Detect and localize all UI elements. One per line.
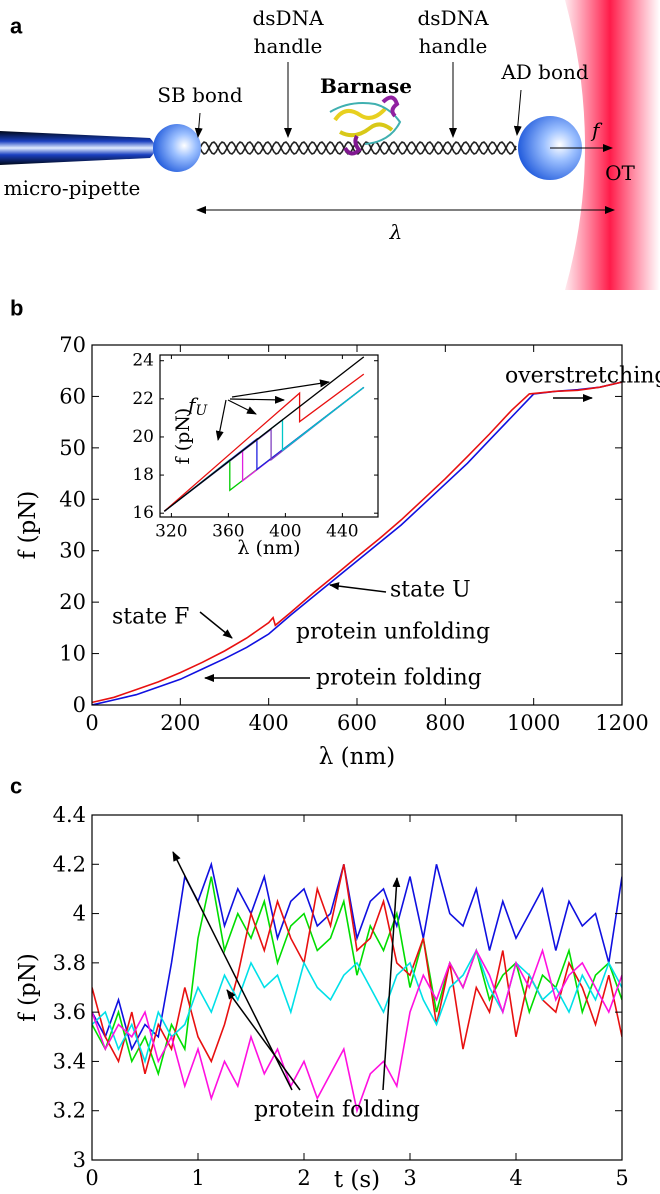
y-tick-label: 3.8 <box>53 951 86 975</box>
annotation: state F <box>112 605 189 630</box>
label: AD bond <box>500 60 589 84</box>
data-line <box>92 876 622 1077</box>
frame <box>91 814 623 1161</box>
y-axis-label: f (pN) <box>172 408 194 465</box>
annotation-arrow <box>226 989 301 1091</box>
data-line <box>92 948 622 1065</box>
x-tick-label: 1000 <box>507 711 560 735</box>
x-tick-label: 4 <box>509 1166 522 1190</box>
y-tick-label: 3 <box>73 1148 86 1172</box>
annotation-arrow <box>172 851 293 1091</box>
y-tick-label: 3.2 <box>53 1099 86 1123</box>
annotation-arrow <box>329 582 387 593</box>
chart: c 0 1 2 3 4 5 3 3.2 3.4 3.6 3.8 4 4.2 4.4 t (s) f (pN) pr… <box>10 774 629 1194</box>
data-line <box>92 381 622 704</box>
x-tick-label: 440 <box>326 521 358 541</box>
y-tick-label: 0 <box>73 693 86 717</box>
annotation: state U <box>390 578 471 603</box>
panel-label: a <box>10 14 23 39</box>
micro-pipette-shape <box>0 131 155 165</box>
dna-helix <box>199 141 517 155</box>
x-axis-label: λ (nm) <box>237 537 300 559</box>
bead <box>153 124 201 172</box>
plot-area <box>160 355 378 517</box>
x-tick-label: 400 <box>269 521 301 541</box>
label: Barnase <box>320 74 412 98</box>
helix-strand <box>199 141 517 155</box>
x-tick-label: 800 <box>425 711 465 735</box>
y-tick-label: 3.4 <box>53 1049 86 1073</box>
y-tick-label: 20 <box>59 590 86 614</box>
data-line <box>92 861 622 1052</box>
annotation-arrow <box>215 399 227 441</box>
annotation: protein unfolding <box>296 620 490 645</box>
helix-strand <box>199 141 517 155</box>
x-tick-label: 1 <box>191 1166 204 1190</box>
y-tick-label: 3.6 <box>53 1000 86 1024</box>
label: dsDNA <box>252 6 324 30</box>
label: handle <box>254 34 323 58</box>
x-tick-label: 1200 <box>595 711 648 735</box>
diagram: a SB bond dsDNA handle dsDNA handle Barn… <box>0 0 660 290</box>
label: handle <box>419 34 488 58</box>
protein-icon <box>329 95 402 156</box>
annotation-subscript: U <box>195 403 208 419</box>
x-tick-label: 2 <box>297 1166 310 1190</box>
y-tick-label: 16 <box>132 503 154 523</box>
annotation-arrow <box>199 611 233 639</box>
panel-label: b <box>10 296 23 321</box>
x-tick-label: 600 <box>337 711 377 735</box>
frame <box>159 354 379 518</box>
y-tick-label: 40 <box>59 487 86 511</box>
annotation: protein folding <box>254 1098 420 1123</box>
x-tick-label: 0 <box>85 1166 98 1190</box>
y-tick-label: 70 <box>59 333 86 357</box>
annotation-arrow <box>382 877 401 1091</box>
pointer <box>194 112 203 138</box>
annotation: overstretching <box>505 364 660 389</box>
y-tick-label: 4.2 <box>53 852 86 876</box>
plot-area <box>92 815 622 1160</box>
label: λ <box>389 220 403 244</box>
y-tick-label: 50 <box>59 436 86 460</box>
annotation-arrow <box>229 395 285 404</box>
y-tick-label: 20 <box>132 427 154 447</box>
x-tick-label: 200 <box>160 711 200 735</box>
pointer <box>513 89 522 136</box>
y-axis-label: f (pN) <box>15 953 41 1022</box>
x-tick-label: 360 <box>212 521 244 541</box>
y-tick-label: 18 <box>132 465 154 485</box>
x-axis-label: λ (nm) <box>319 744 395 770</box>
x-tick-label: 3 <box>403 1166 416 1190</box>
annotation-arrow <box>227 399 257 415</box>
annotation: protein folding <box>316 666 482 691</box>
data-line <box>92 947 622 1114</box>
label: micro-pipette <box>4 176 141 200</box>
data-line <box>163 356 365 512</box>
y-tick-label: 24 <box>132 351 154 371</box>
y-tick-label: 4.4 <box>53 803 86 827</box>
label: SB bond <box>157 83 242 107</box>
y-tick-label: 60 <box>59 384 86 408</box>
y-tick-label: 30 <box>59 539 86 563</box>
x-tick-label: 5 <box>615 1166 628 1190</box>
label: OT <box>605 161 635 185</box>
y-tick-label: 4 <box>73 902 86 926</box>
annotation-arrow <box>231 379 330 398</box>
x-tick-label: 400 <box>249 711 289 735</box>
y-axis-label: f (pN) <box>15 491 41 560</box>
x-tick-label: 0 <box>85 711 98 735</box>
x-tick-label: 320 <box>155 521 187 541</box>
y-tick-label: 10 <box>59 642 86 666</box>
y-tick-label: 22 <box>132 389 154 409</box>
x-axis-label: t (s) <box>334 1167 380 1193</box>
label: dsDNA <box>417 6 489 30</box>
panel-label: c <box>10 774 22 799</box>
